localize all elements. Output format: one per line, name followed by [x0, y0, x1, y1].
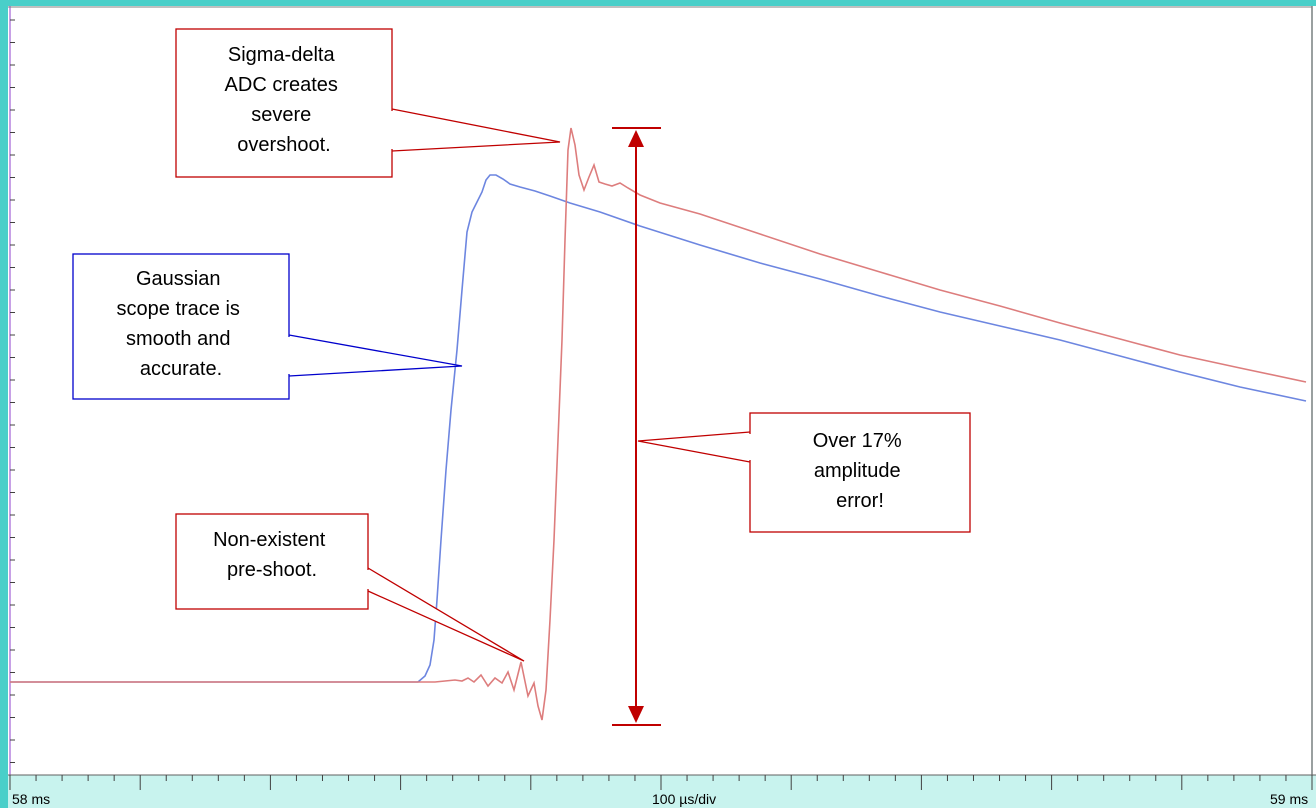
- callout-pointer: [637, 431, 751, 463]
- callout-text: Gaussian scope trace is smooth and accur…: [117, 268, 246, 380]
- callout-line: error!: [836, 490, 884, 512]
- time-axis-strip: [8, 775, 1316, 808]
- callout-line: pre-shoot.: [227, 559, 317, 581]
- callout-line: smooth and: [126, 328, 231, 350]
- callout-pointer: [367, 567, 525, 662]
- vertical-tick-marks: [10, 19, 15, 763]
- time-axis-ticks: [9, 775, 1313, 790]
- gaussian-trace: [10, 174, 1307, 683]
- callout-box: [749, 412, 971, 533]
- callout-text: Non-existent pre-shoot.: [213, 529, 331, 581]
- callout-line: Over 17%: [813, 430, 902, 452]
- arrowhead-up-icon: [628, 130, 644, 147]
- callout-gaussian: Gaussian scope trace is smooth and accur…: [72, 253, 463, 400]
- timebase-label: 100 µs/div: [652, 791, 716, 807]
- arrowhead-down-icon: [628, 706, 644, 723]
- callout-line: Non-existent: [213, 529, 326, 551]
- callout-pointer: [288, 334, 463, 377]
- callout-line: amplitude: [814, 460, 901, 482]
- time-end-label: 59 ms: [1270, 791, 1308, 807]
- callout-line: ADC creates: [225, 74, 338, 96]
- callout-line: scope trace is: [117, 298, 240, 320]
- top-border: [0, 0, 1316, 6]
- callout-box: [72, 253, 290, 400]
- sigma-delta-trace: [10, 127, 1307, 721]
- callout-preshoot: Non-existent pre-shoot.: [175, 513, 525, 662]
- callout-sigma-delta: Sigma-delta ADC creates severe overshoot…: [175, 28, 561, 178]
- amplitude-error-marker: [612, 127, 661, 726]
- callout-box: [175, 513, 369, 610]
- time-axis: 58 ms 100 µs/div 59 ms: [8, 774, 1316, 808]
- callout-pointer: [391, 108, 561, 152]
- callout-line: accurate.: [140, 358, 222, 380]
- callout-amplitude-error: Over 17% amplitude error!: [637, 412, 971, 533]
- callout-text: Over 17% amplitude error!: [813, 430, 908, 512]
- callout-line: severe: [251, 104, 311, 126]
- callout-line: Gaussian: [136, 268, 221, 290]
- callout-line: overshoot.: [237, 134, 330, 156]
- time-start-label: 58 ms: [12, 791, 50, 807]
- callout-text: Sigma-delta ADC creates severe overshoot…: [225, 44, 344, 156]
- left-border: [0, 0, 8, 808]
- callout-box: [175, 28, 393, 178]
- callout-line: Sigma-delta: [228, 44, 336, 66]
